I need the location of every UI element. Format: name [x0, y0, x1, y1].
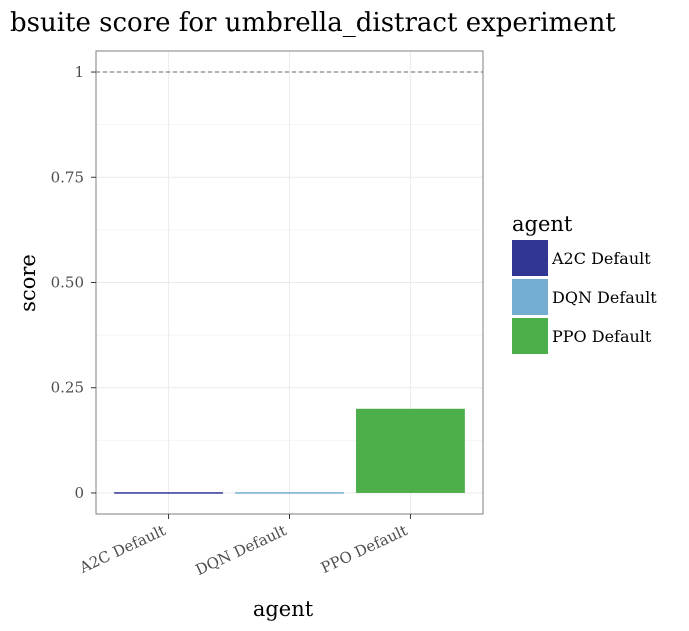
y-tick-label-2: 0.50	[51, 274, 84, 292]
bar-2	[235, 492, 344, 494]
y-tick-label-3: 0.75	[51, 168, 84, 186]
grid-lines	[96, 51, 483, 514]
legend-swatch-1	[512, 240, 548, 276]
chart-title: bsuite score for umbrella_distract exper…	[10, 8, 616, 38]
y-tick-label-1: 0.25	[51, 379, 84, 397]
legend-label-2: DQN Default	[552, 288, 657, 307]
x-tick-label-2: PPO Default	[318, 521, 410, 577]
y-axis-ticks: 0 0.25 0.50 0.75 1	[51, 63, 96, 502]
y-tick-label-0: 0	[74, 484, 84, 502]
x-axis-title: agent	[253, 597, 314, 621]
legend: agent A2C Default DQN Default PPO Default	[512, 212, 657, 354]
bars	[114, 408, 465, 494]
x-axis-ticks: A2C Default DQN Default PPO Default	[76, 514, 411, 579]
legend-swatch-3	[512, 318, 548, 354]
bar-1	[114, 492, 223, 494]
x-tick-label-0: A2C Default	[76, 521, 168, 577]
y-axis-title: score	[16, 254, 40, 312]
x-tick-label-1: DQN Default	[193, 521, 290, 579]
legend-label-1: A2C Default	[551, 249, 651, 268]
plot-area: 0 0.25 0.50 0.75 1 A2C Default DQN Default PPO…	[51, 50, 484, 579]
legend-title: agent	[512, 212, 573, 236]
legend-swatch-2	[512, 279, 548, 315]
y-tick-label-4: 1	[74, 63, 84, 81]
legend-label-3: PPO Default	[552, 327, 652, 346]
bar-3	[356, 408, 465, 493]
